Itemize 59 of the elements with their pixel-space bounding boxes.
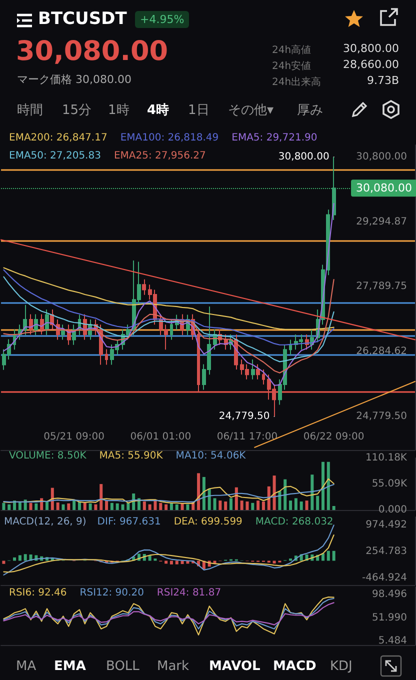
text: DEA: 699.599	[174, 516, 242, 528]
text: 24h安値	[272, 60, 312, 73]
text: EMA100: 26,818.49	[120, 132, 219, 144]
text: MA10: 54.06K	[176, 450, 246, 462]
text: 4時	[147, 102, 170, 119]
y-tick-label: 5.484	[378, 636, 407, 647]
y-tick-label: 30,800.00	[356, 152, 407, 163]
annotation: 30,800.00	[278, 152, 330, 163]
text: MACD	[273, 659, 316, 674]
text: 15分	[62, 102, 92, 119]
text: EMA50: 27,205.83	[9, 150, 101, 162]
legend-title: MACD(12, 26, 9)	[4, 516, 86, 528]
y-tick-label: 55.09K	[372, 478, 408, 490]
text: 9.73B	[366, 74, 399, 87]
x-tick-label: 06/01 01:00	[130, 432, 192, 442]
text: MA5: 55.90K	[99, 450, 164, 462]
text: EMA200: 26,847.17	[9, 132, 108, 144]
series-label: RSI12: 90.20	[80, 588, 144, 598]
x-tick-label: 06/11 17:00	[216, 432, 278, 442]
text: MA	[16, 659, 36, 674]
series-label: RSI24: 81.87	[156, 588, 222, 598]
ref-line-label: 30,080.00	[356, 182, 412, 195]
text: 30,800.00	[343, 42, 399, 55]
text: MACD: 268.032	[255, 516, 334, 528]
text: +4.95%	[135, 11, 190, 28]
y-tick-label: 974.492	[366, 519, 407, 530]
y-tick-label: 110.18K	[365, 452, 408, 464]
text: 時間	[17, 102, 43, 119]
text: EMA	[54, 659, 86, 674]
text: 24h高値	[272, 44, 312, 57]
text: 厚み	[297, 102, 323, 119]
text: Mark	[157, 659, 190, 674]
text: 24h出来高	[272, 76, 322, 89]
y-tick-label: 0.000	[378, 504, 407, 516]
text: DIF: 967.631	[97, 516, 161, 528]
text: KDJ	[330, 659, 352, 674]
y-tick-label: 29,294.87	[356, 216, 407, 228]
text: EMA25: 27,956.27	[114, 150, 206, 162]
text: VOLUME: 8.50K	[9, 450, 87, 462]
text: 28,660.00	[343, 58, 399, 71]
x-tick-label: 05/21 09:00	[44, 432, 104, 442]
text: BOLL	[106, 659, 140, 674]
x-tick-label: 06/22 09:00	[303, 432, 364, 442]
text: マーク価格 30,080.00	[17, 72, 132, 87]
text: 1時	[108, 102, 130, 119]
chart-title: BTCUSDT	[38, 9, 127, 29]
text: 1日	[188, 102, 210, 119]
text: MAVOL	[209, 659, 260, 674]
y-tick-label: 27,789.75	[356, 281, 407, 292]
y-tick-label: 24,779.50	[356, 410, 407, 422]
y-tick-label: -464.924	[362, 572, 407, 584]
y-tick-label: 254.783	[366, 546, 407, 557]
annotation: 24,779.50	[218, 410, 270, 422]
text: その他▾	[228, 102, 274, 119]
y-tick-label: 98.496	[372, 588, 407, 600]
y-tick-label: 51.990	[372, 612, 407, 624]
text: 30,080.00	[16, 36, 168, 67]
series-label: RSI6: 92.46	[9, 588, 67, 598]
text: EMA5: 29,721.90	[232, 132, 318, 144]
